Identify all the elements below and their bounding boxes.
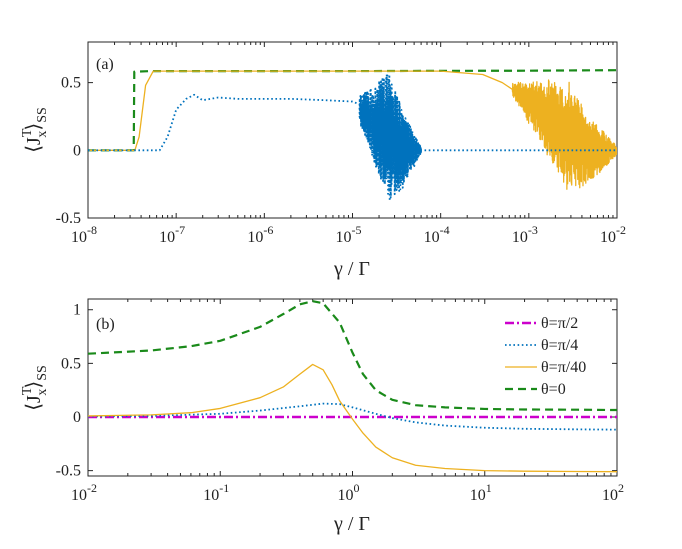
ytick-label: 0 [73,142,81,159]
panel-a-ylabel-sup: T [20,128,35,137]
series-line-theta-0 [88,300,617,412]
ytick-label: -0.5 [56,463,81,480]
panel-a-ylabel-close: ⟩ [23,123,45,131]
xtick-label: 100 [338,481,360,504]
xtick-label: 10-8 [71,223,97,246]
panel-a-series [88,69,617,202]
panel-a-ylabel-symbol: J [23,137,45,145]
ytick-label: 0 [73,409,81,426]
panel-a-ylabel-subscript: SS [35,107,50,123]
series-line-theta-pi-over-4 [88,73,617,202]
xtick-label: 10-5 [336,223,362,246]
panel-a-ylabel-sub: x [35,131,50,138]
panel-b: 10-2 10-1 100 101 102 -0.5 0 0.5 1 (b) γ / Γ ⟨JT… [20,298,624,535]
xtick-label: 10-1 [203,481,229,504]
xtick-label: 101 [470,481,492,504]
legend-label-theta-pi-over-40: θ=π/40 [541,359,586,376]
panel-a-ticks [87,42,618,219]
panel-b-series [88,300,617,473]
ytick-label: 0.5 [61,75,81,92]
panel-b-xlabel: γ / Γ [333,513,370,535]
xtick-label: 10-6 [247,223,273,246]
svg-text:⟨JTx⟩SS: ⟨JTx⟩SS [20,107,50,153]
series-line-theta-pi-over-40 [88,70,617,190]
panel-b-tick-labels: 10-2 10-1 100 101 102 -0.5 0 0.5 1 [56,302,624,504]
xtick-label: 10-2 [600,223,626,246]
panel-a-tick-labels: 10-8 10-7 10-6 10-5 10-4 10-3 10-2 -0.5 0 0.5 [56,75,626,246]
series-line-theta-pi-over-40 [88,363,617,473]
panel-b-ylabel-sub: x [35,389,50,396]
panel-b-ylabel-symbol: J [23,395,45,403]
xtick-label: 10-7 [159,223,185,246]
panel-b-label: (b) [96,316,115,333]
panel-b-ylabel-close: ⟩ [23,381,45,389]
panel-a-ylabel-open: ⟨ [23,145,45,153]
panel-b-ylabel-subscript: SS [35,365,50,381]
ytick-label: -0.5 [56,210,81,227]
panel-b-ylabel-sup: T [20,386,35,395]
legend-label-theta-0: θ=0 [541,381,566,398]
ytick-label: 0.5 [61,355,81,372]
xtick-label: 102 [602,481,624,504]
legend-label-theta-pi-over-4: θ=π/4 [541,337,578,354]
panel-a-xlabel: γ / Γ [333,258,370,280]
xtick-label: 10-2 [71,481,97,504]
panel-a: 10-8 10-7 10-6 10-5 10-4 10-3 10-2 -0.5 0 0.5 (a)… [20,41,626,280]
series-line-theta-pi-over-4 [88,402,617,431]
panel-b-ticks [87,299,618,476]
ytick-label: 1 [73,302,81,319]
legend-label-theta-pi-over-2: θ=π/2 [541,315,578,332]
xtick-label: 10-3 [512,223,538,246]
xtick-label: 10-4 [424,223,450,246]
panel-b-legend: θ=π/2 θ=π/4 θ=π/40 θ=0 [505,315,586,398]
svg-text:⟨JTx⟩SS: ⟨JTx⟩SS [20,365,50,411]
panel-b-ylabel: ⟨JTx⟩SS [20,365,50,411]
panel-b-frame [87,298,618,477]
panel-a-label: (a) [96,56,114,73]
panel-b-ylabel-open: ⟨ [23,403,45,411]
panel-a-ylabel: ⟨JTx⟩SS [20,107,50,153]
